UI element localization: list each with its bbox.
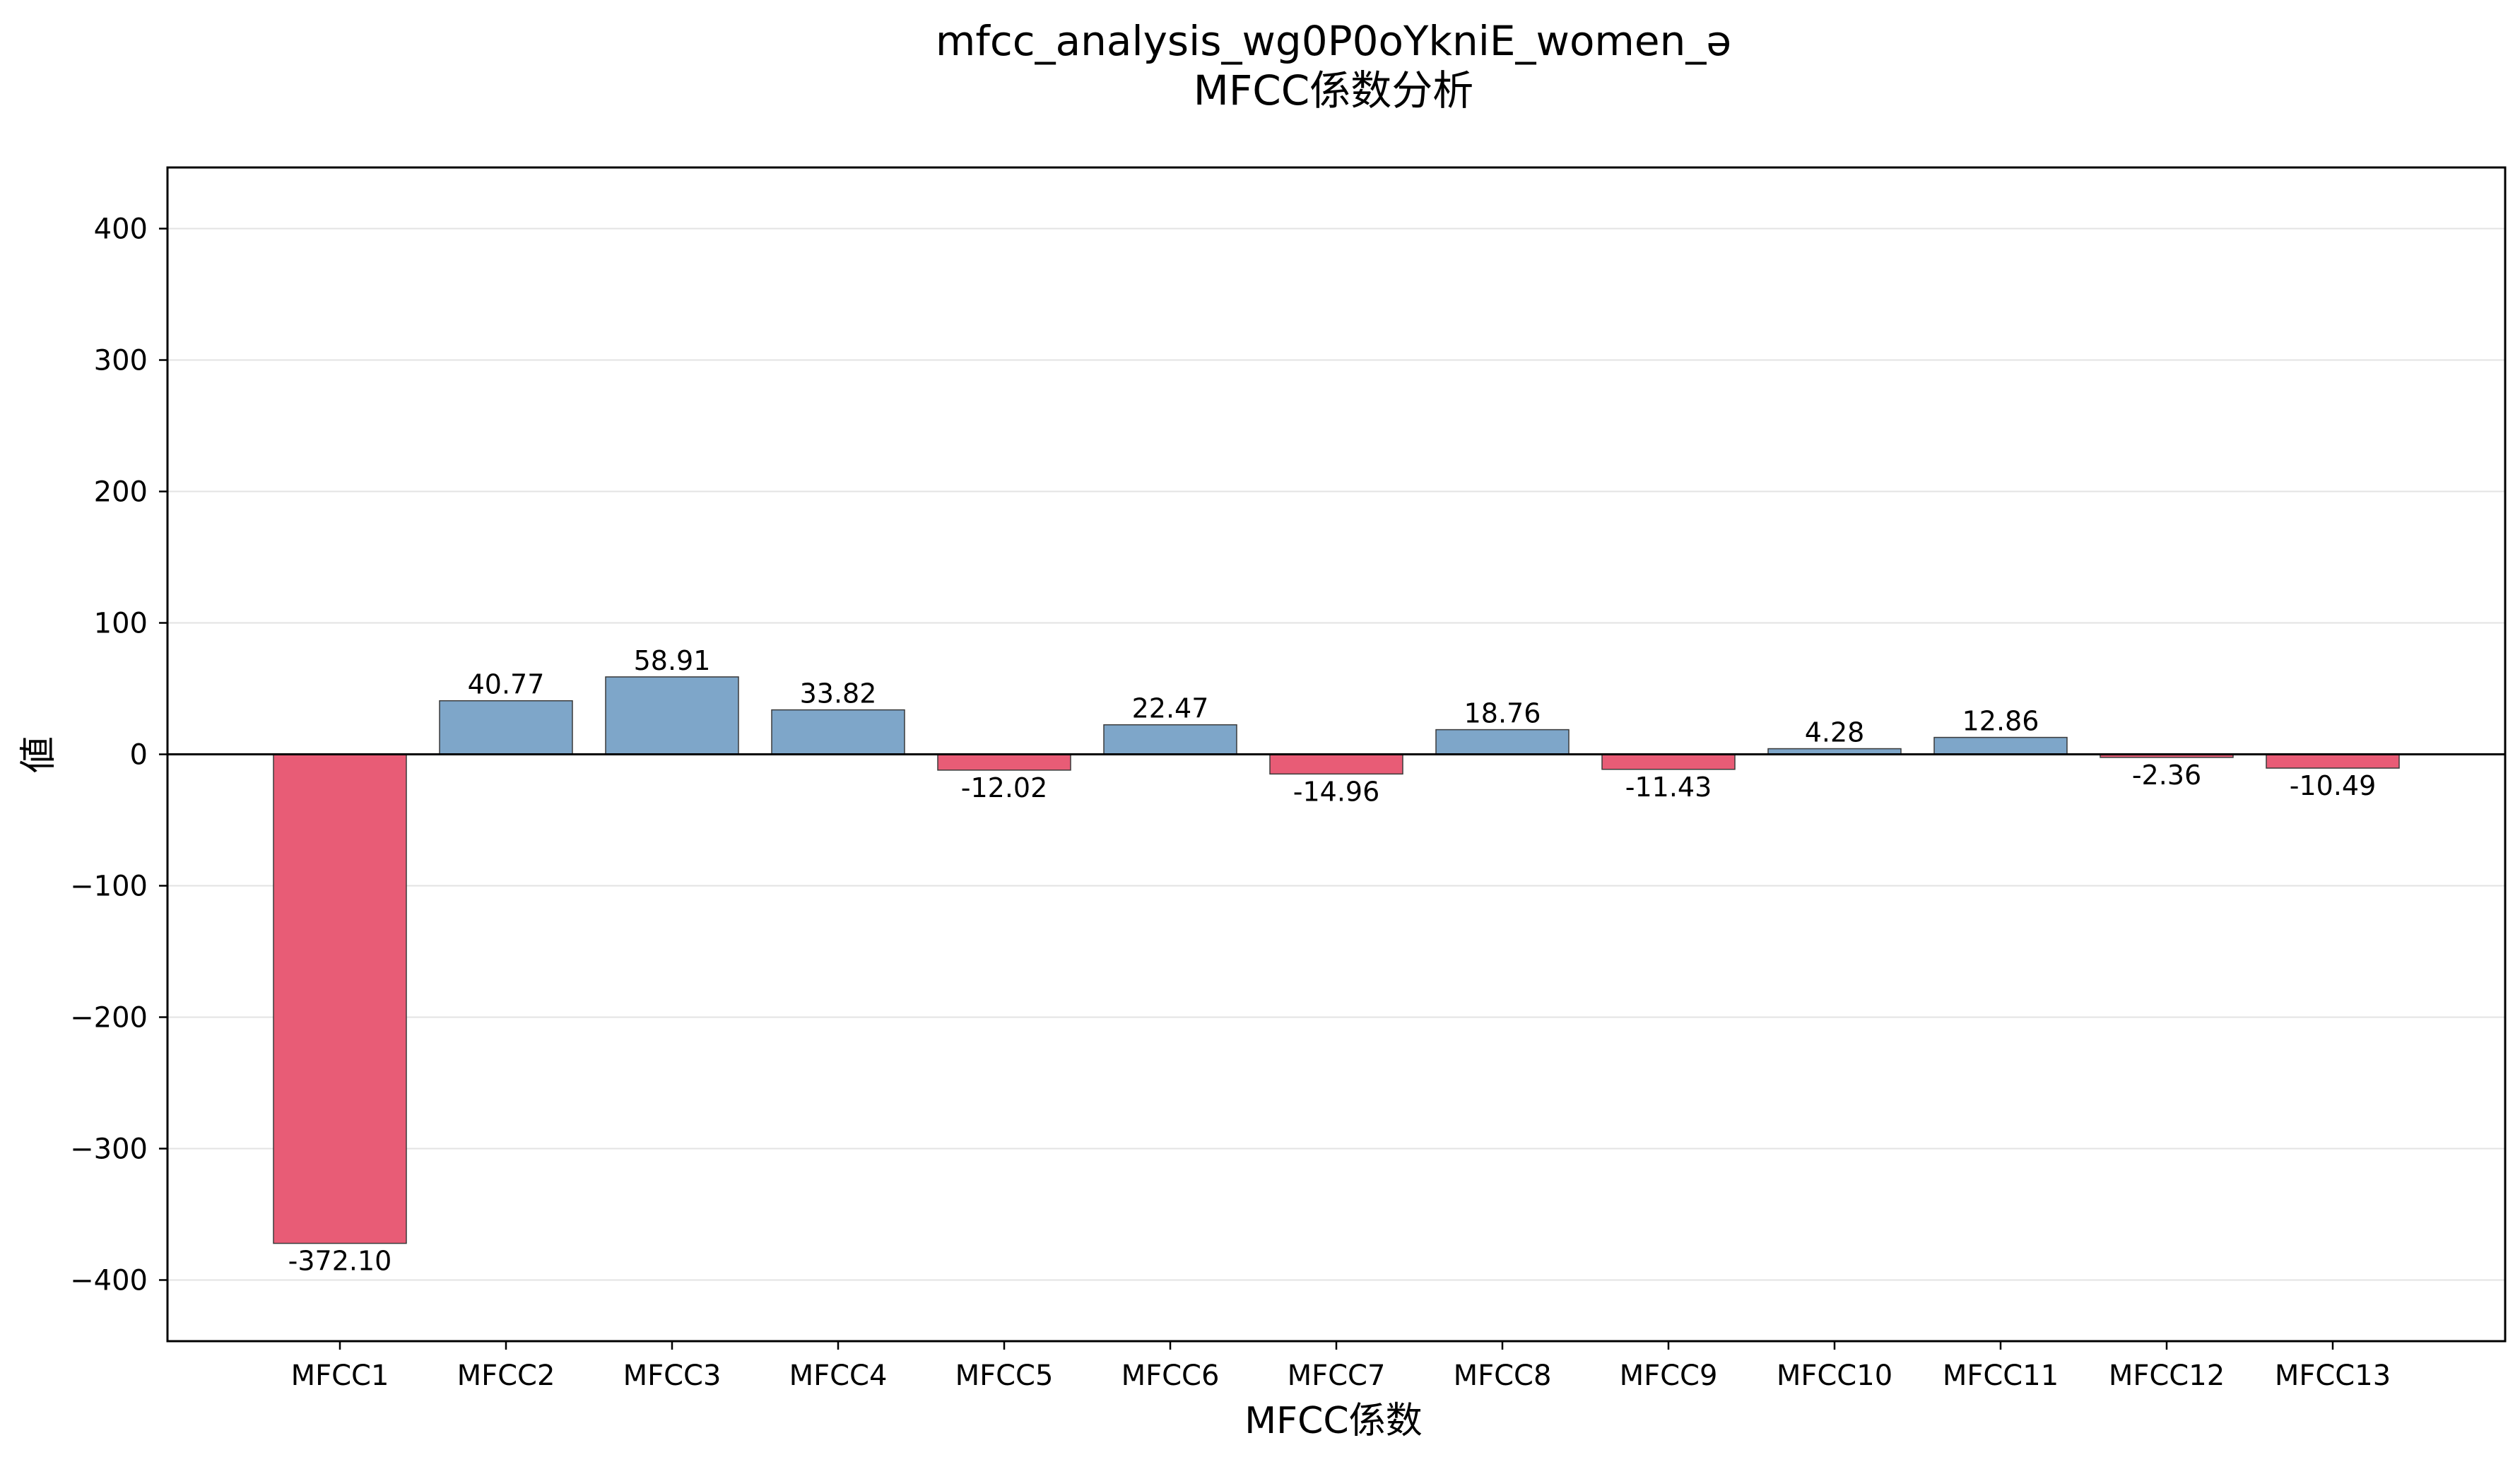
- data-label: 40.77: [468, 669, 545, 700]
- bar-mfcc8: [1435, 729, 1570, 755]
- y-tick-label: 0: [130, 739, 148, 772]
- data-label: 12.86: [1962, 706, 2039, 737]
- bar-mfcc13: [2266, 753, 2400, 769]
- chart-subtitle: MFCC係数分析: [1194, 66, 1473, 114]
- x-tick-label: MFCC3: [623, 1360, 722, 1392]
- x-tick-label: MFCC1: [291, 1360, 389, 1392]
- bar-mfcc5: [937, 753, 1071, 771]
- chart-title: mfcc_analysis_wg0P0oYkniE_women_ə: [936, 17, 1731, 65]
- data-label: 33.82: [800, 678, 877, 709]
- data-labels: -372.10 40.77 58.91 33.82 -12.02 22.47 -14.96 1…: [288, 645, 2377, 1277]
- x-tick-label: MFCC4: [789, 1360, 888, 1392]
- data-label: 22.47: [1132, 693, 1209, 724]
- y-tick-label: 400: [94, 213, 148, 246]
- y-tick-label: −300: [70, 1133, 148, 1165]
- data-label: -2.36: [2132, 760, 2201, 791]
- x-tick-label: MFCC11: [1943, 1360, 2059, 1392]
- y-axis-ticks: −400 −300 −200 −100 0 100 200 300 400: [70, 213, 167, 1297]
- y-tick-label: −400: [70, 1264, 148, 1297]
- x-tick-label: MFCC12: [2109, 1360, 2225, 1392]
- y-tick-label: 300: [94, 345, 148, 377]
- bar-mfcc6: [1103, 724, 1237, 755]
- grid-lines: [167, 228, 2505, 1281]
- data-label: -12.02: [961, 772, 1048, 803]
- bar-mfcc4: [771, 709, 905, 755]
- data-label: -372.10: [288, 1246, 392, 1277]
- y-tick-label: 200: [94, 476, 148, 509]
- bar-mfcc3: [605, 676, 739, 755]
- bar-mfcc2: [439, 700, 573, 755]
- x-tick-label: MFCC13: [2275, 1360, 2391, 1392]
- data-label: 58.91: [634, 645, 711, 676]
- x-axis-ticks: MFCC1 MFCC2 MFCC3 MFCC4 MFCC5 MFCC6 MFCC7 MFCC8…: [291, 1341, 2391, 1392]
- data-label: -14.96: [1293, 776, 1380, 807]
- x-tick-label: MFCC6: [1121, 1360, 1220, 1392]
- x-tick-label: MFCC8: [1454, 1360, 1552, 1392]
- x-tick-label: MFCC7: [1288, 1360, 1386, 1392]
- data-label: 18.76: [1464, 698, 1541, 729]
- y-tick-label: −200: [70, 1001, 148, 1034]
- data-label: -11.43: [1625, 772, 1712, 803]
- y-tick-label: −100: [70, 870, 148, 902]
- x-tick-label: MFCC10: [1777, 1360, 1892, 1392]
- x-tick-label: MFCC2: [457, 1360, 555, 1392]
- bar-mfcc9: [1601, 753, 1736, 770]
- x-axis-label: MFCC係数: [1244, 1400, 1422, 1442]
- bar-mfcc1: [273, 753, 407, 1244]
- bar-mfcc11: [1933, 736, 2068, 755]
- y-tick-label: 100: [94, 608, 148, 640]
- y-axis-label: 値: [18, 736, 60, 773]
- bar-mfcc7: [1269, 753, 1403, 775]
- bars: [273, 676, 2400, 1244]
- x-tick-label: MFCC5: [955, 1360, 1054, 1392]
- data-label: 4.28: [1805, 717, 1865, 748]
- data-label: -10.49: [2290, 770, 2377, 801]
- x-tick-label: MFCC9: [1620, 1360, 1718, 1392]
